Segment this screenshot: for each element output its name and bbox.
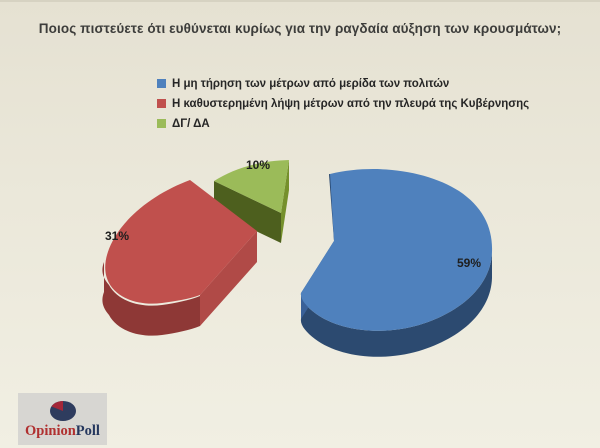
pie-slice-blue <box>300 169 493 357</box>
logo-text-poll: Poll <box>75 423 100 439</box>
logo-pie-icon <box>49 401 76 421</box>
legend-item-red: Η καθυστερημένη λήψη μέτρων από την πλευ… <box>157 97 529 110</box>
legend-swatch-blue-icon <box>157 79 166 88</box>
pie-label-red: 31% <box>105 229 129 243</box>
legend-label-green: ΔΓ/ ΔΑ <box>172 117 210 130</box>
pie-slice-green <box>214 160 289 243</box>
legend-swatch-green-icon <box>157 119 166 128</box>
legend-item-green: ΔΓ/ ΔΑ <box>157 117 529 130</box>
pie-label-blue: 59% <box>457 256 481 270</box>
page-title: Ποιος πιστεύετε ότι ευθύνεται κυρίως για… <box>38 21 562 36</box>
pie-label-green: 10% <box>246 158 270 172</box>
opinion-poll-logo: OpinionPoll <box>18 393 107 445</box>
pie-slice-red <box>102 180 257 336</box>
legend-swatch-red-icon <box>157 99 166 108</box>
slide-top-edge <box>0 0 600 2</box>
logo-text-opinion: Opinion <box>25 423 76 439</box>
legend-label-red: Η καθυστερημένη λήψη μέτρων από την πλευ… <box>172 97 530 110</box>
chart-legend: Η μη τήρηση των μέτρων από μερίδα των πο… <box>157 77 529 137</box>
legend-item-blue: Η μη τήρηση των μέτρων από μερίδα των πο… <box>157 77 529 90</box>
logo-wordmark: OpinionPoll <box>25 424 100 439</box>
legend-label-blue: Η μη τήρηση των μέτρων από μερίδα των πο… <box>172 77 450 90</box>
